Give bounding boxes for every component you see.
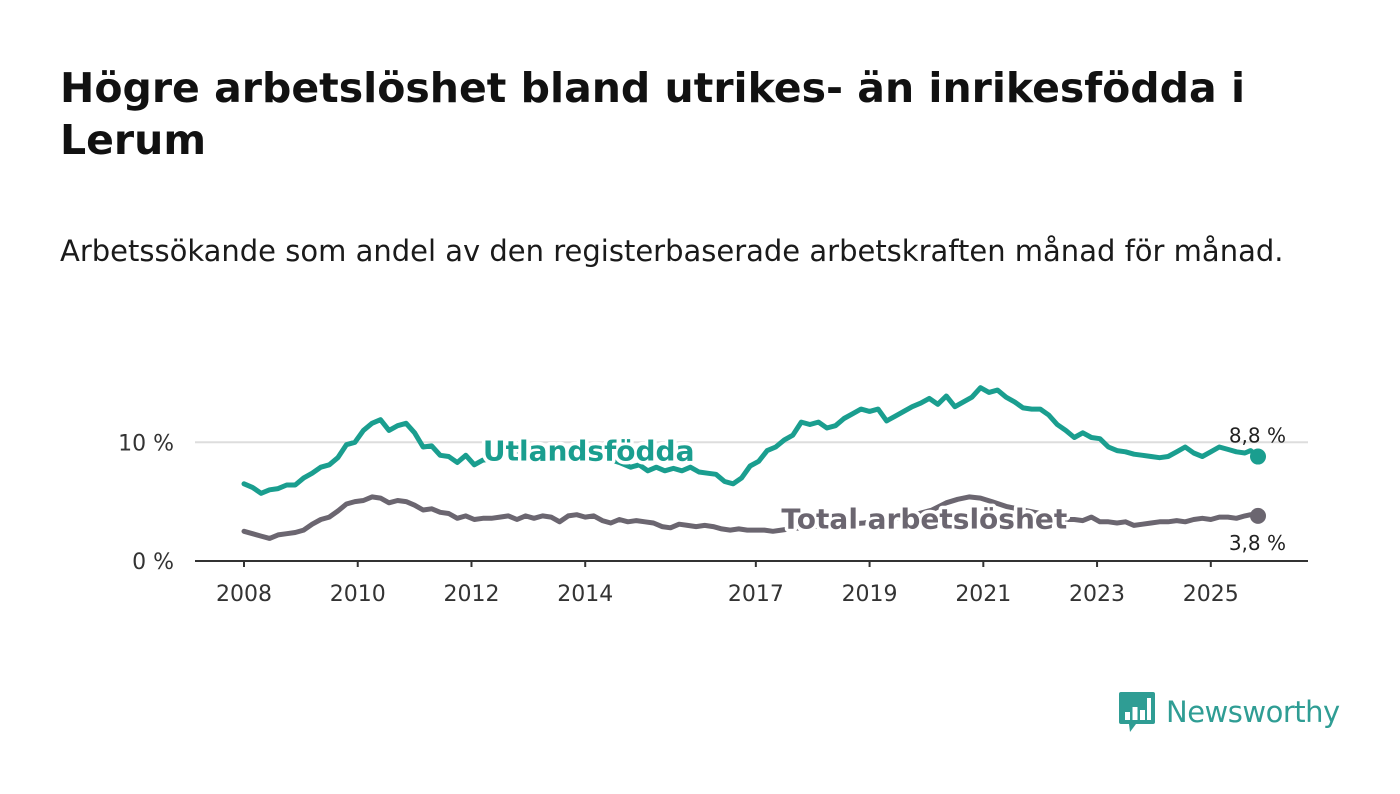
- series-line-total-arbetsl-shet: [241, 494, 1261, 541]
- axis-layer: 0 % 10 % 2008 2010 2012 2014 2017 2019 2021 2023 2…: [118, 431, 1308, 607]
- x-tick-label: 2019: [842, 582, 898, 607]
- end-value-label-total-arbetsl-shet: 3,8 %: [1229, 531, 1286, 555]
- x-tick-label: 2023: [1069, 582, 1125, 607]
- series-layer: [241, 385, 1266, 541]
- x-tick-label: 2012: [443, 582, 499, 607]
- x-tick-label: 2017: [728, 582, 784, 607]
- y-tick-label: 0 %: [132, 550, 174, 575]
- series-label-total-arbetsl-shet: Total arbetslöshet: [781, 502, 1067, 535]
- x-tick-label: 2014: [557, 582, 613, 607]
- y-tick-label: 10 %: [118, 431, 174, 456]
- x-tick-label: 2008: [216, 582, 272, 607]
- end-value-label-utlandsf-dda: 8,8 %: [1229, 424, 1286, 448]
- x-tick-label: 2025: [1183, 582, 1239, 607]
- chart-subtitle: Arbetssökande som andel av den registerb…: [60, 234, 1284, 268]
- x-tick-label: 2021: [955, 582, 1011, 607]
- series-end-marker-total-arbetsl-shet: [1250, 507, 1266, 524]
- x-tick-label: 2010: [330, 582, 386, 607]
- series-label-utlandsf-dda: Utlandsfödda: [483, 435, 695, 468]
- newsworthy-logo-text: Newsworthy: [1166, 695, 1340, 729]
- series-end-marker-utlandsf-dda: [1250, 448, 1266, 465]
- label-layer: 8,8 % 3,8 % Utlandsfödda Total arbetslöshet: [479, 424, 1286, 555]
- newsworthy-logo[interactable]: Newsworthy: [1118, 690, 1340, 734]
- series-line-utlandsf-dda: [241, 385, 1261, 496]
- chart-title: Högre arbetslöshet bland utrikes- än inr…: [60, 64, 1245, 164]
- newsworthy-logo-icon: [1119, 692, 1155, 732]
